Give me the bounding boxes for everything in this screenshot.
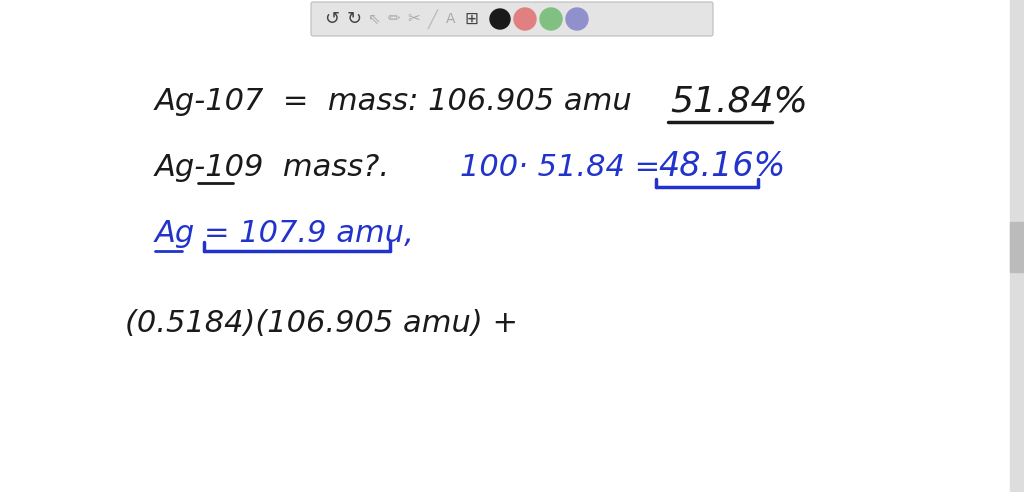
Text: 48.16%: 48.16% bbox=[658, 151, 785, 184]
Text: ✏: ✏ bbox=[388, 11, 400, 27]
Circle shape bbox=[566, 8, 588, 30]
Bar bbox=[1010, 222, 1024, 272]
Text: ⇖: ⇖ bbox=[368, 11, 380, 27]
Text: ╱: ╱ bbox=[428, 9, 438, 29]
Text: ✂: ✂ bbox=[408, 11, 421, 27]
Circle shape bbox=[514, 8, 536, 30]
Text: A: A bbox=[446, 12, 456, 26]
Circle shape bbox=[490, 9, 510, 29]
Text: 100· 51.84 =: 100· 51.84 = bbox=[460, 153, 660, 182]
FancyBboxPatch shape bbox=[311, 2, 713, 36]
Text: ⊞: ⊞ bbox=[464, 10, 478, 28]
Bar bbox=[1010, 0, 1024, 492]
Text: (0.5184)(106.905 amu) +: (0.5184)(106.905 amu) + bbox=[125, 309, 518, 338]
Text: Ag = 107.9 amu,: Ag = 107.9 amu, bbox=[155, 219, 415, 248]
Text: Ag-109  mass?.: Ag-109 mass?. bbox=[155, 153, 390, 182]
Circle shape bbox=[540, 8, 562, 30]
Text: 51.84%: 51.84% bbox=[670, 85, 808, 119]
Text: ↻: ↻ bbox=[346, 10, 361, 28]
Text: Ag-107  =  mass: 106.905 amu: Ag-107 = mass: 106.905 amu bbox=[155, 88, 633, 117]
Text: ↺: ↺ bbox=[325, 10, 340, 28]
